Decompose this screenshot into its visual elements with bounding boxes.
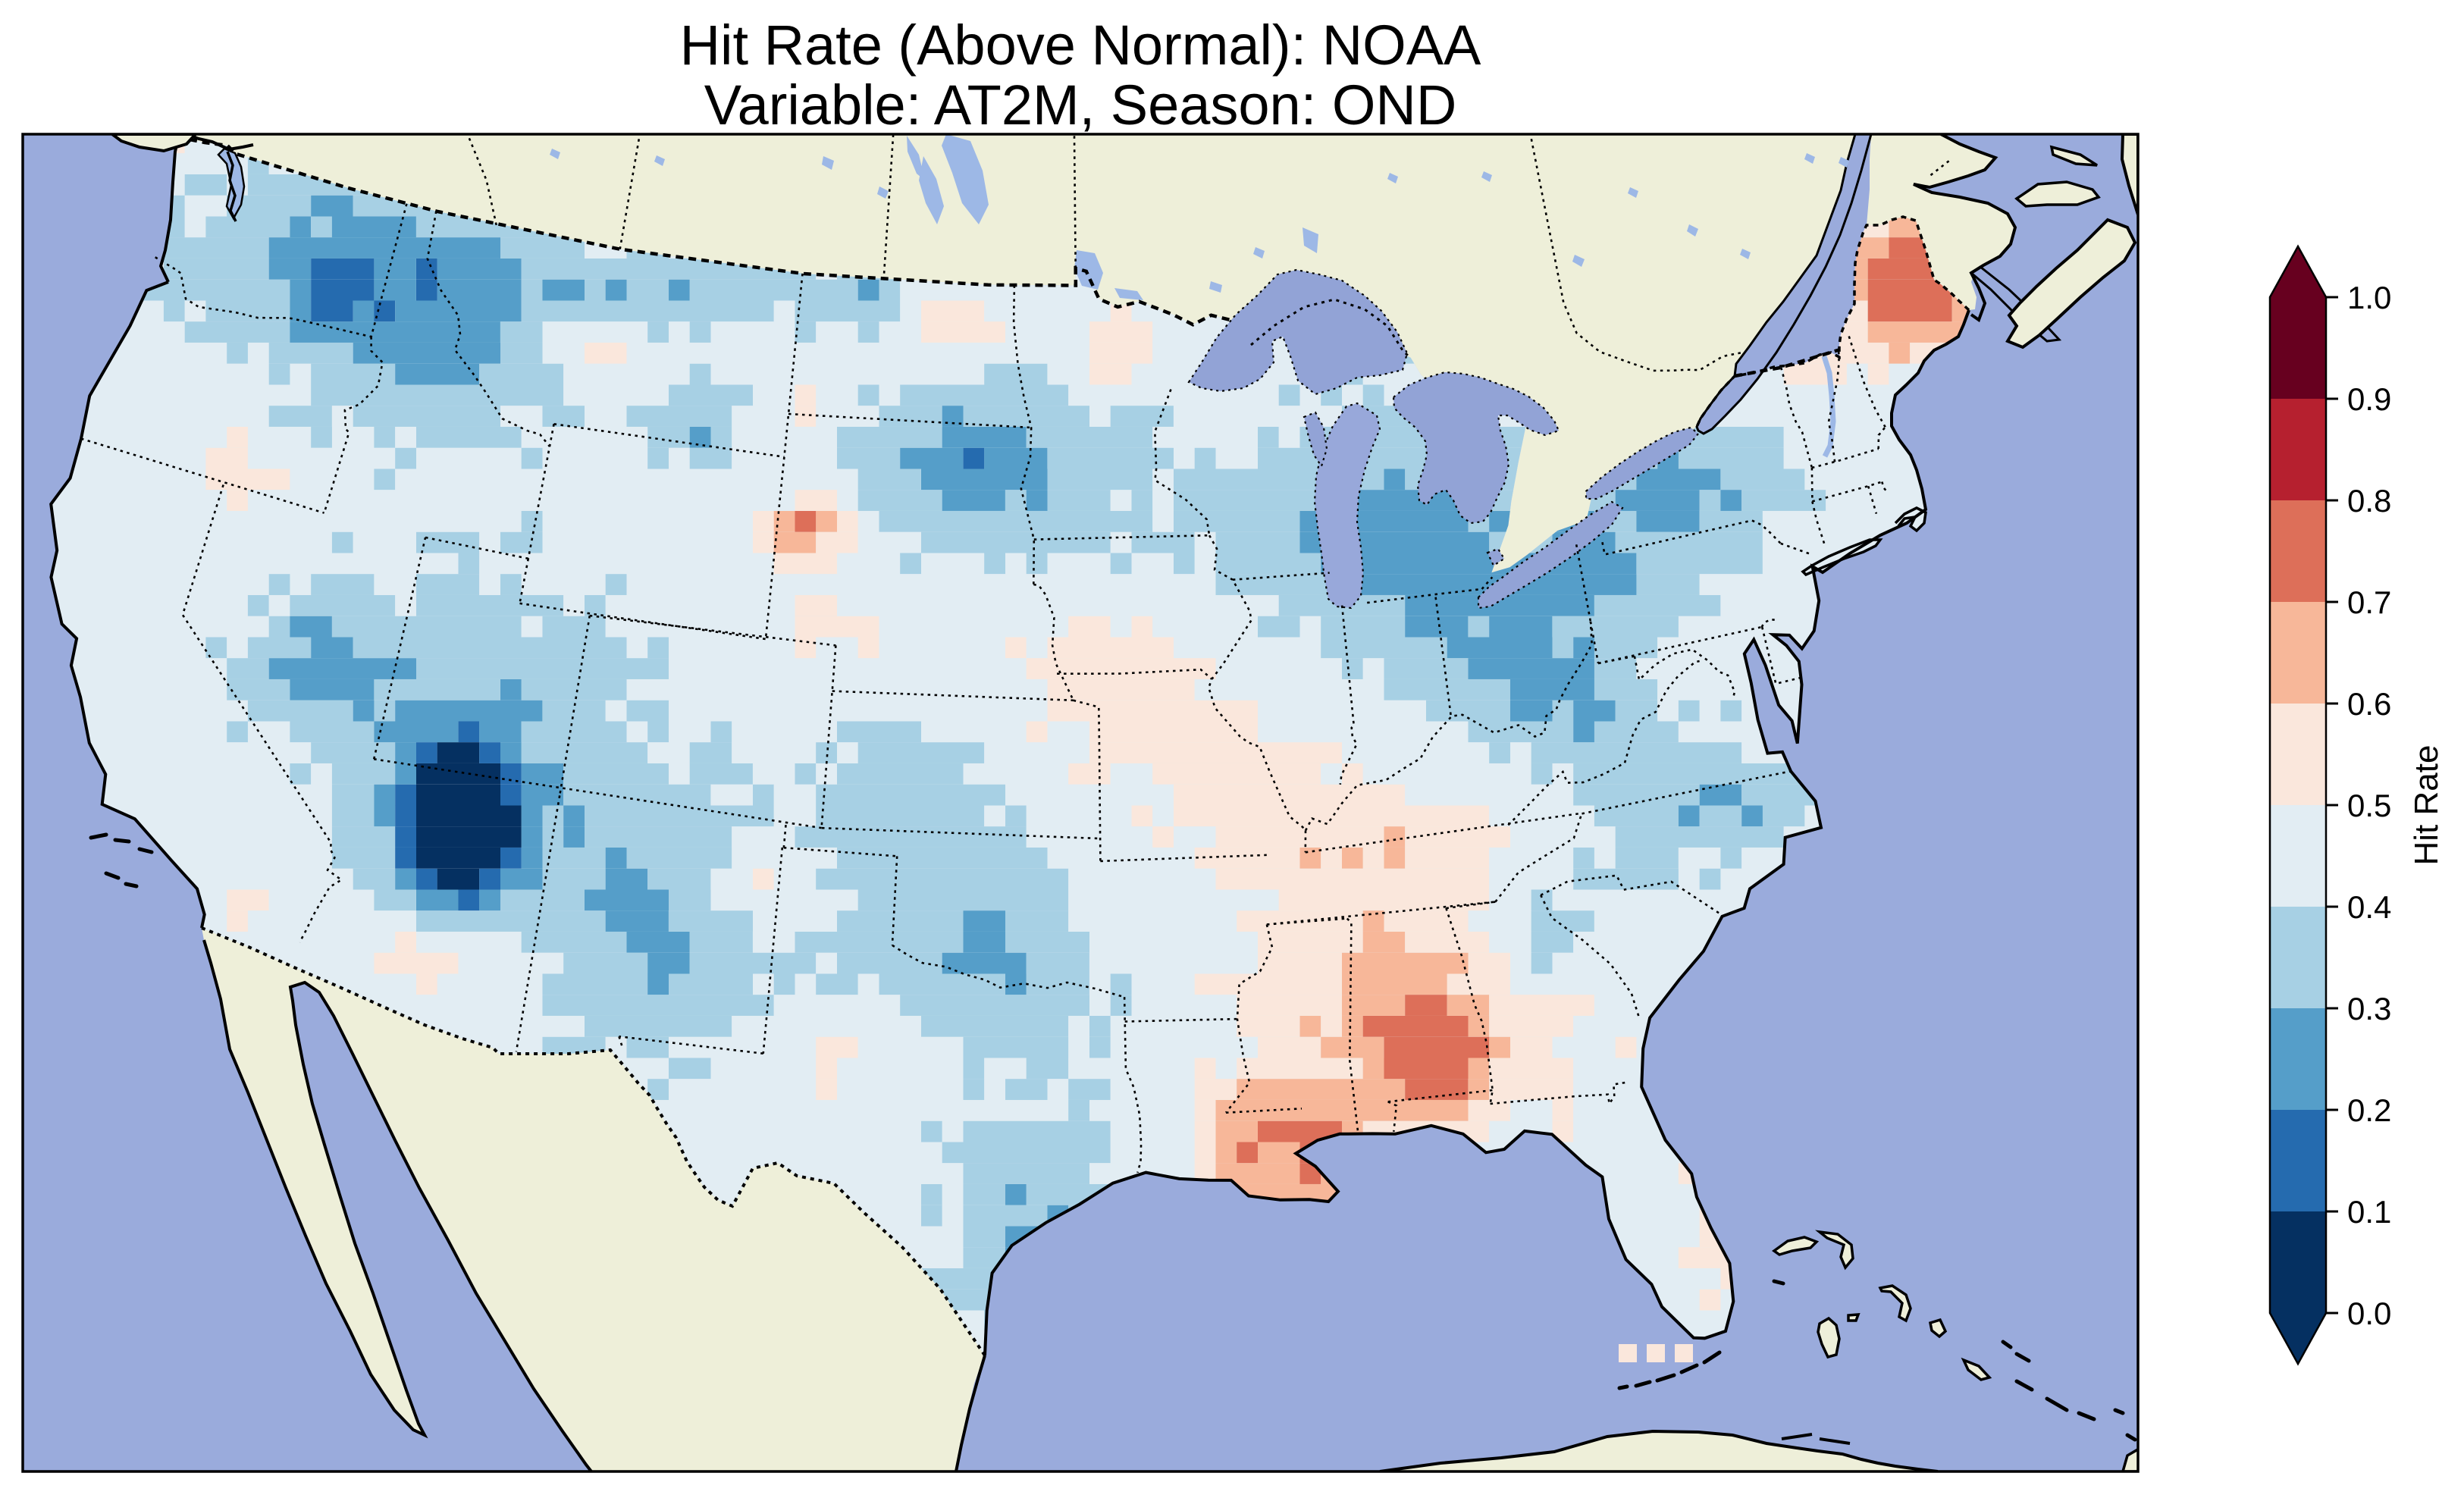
svg-text:Variable: AT2M, Season: OND: Variable: AT2M, Season: OND [704, 74, 1457, 136]
svg-text:0.5: 0.5 [2347, 788, 2391, 823]
svg-text:0.6: 0.6 [2347, 686, 2391, 722]
svg-text:1.0: 1.0 [2347, 280, 2391, 315]
svg-text:Hit Rate (Above Normal): NOAA: Hit Rate (Above Normal): NOAA [680, 14, 1481, 77]
svg-text:0.9: 0.9 [2347, 381, 2391, 417]
svg-text:0.3: 0.3 [2347, 991, 2391, 1026]
svg-text:0.0: 0.0 [2347, 1296, 2391, 1331]
svg-text:0.7: 0.7 [2347, 584, 2391, 620]
svg-text:0.8: 0.8 [2347, 483, 2391, 519]
svg-text:0.4: 0.4 [2347, 889, 2391, 925]
svg-text:0.2: 0.2 [2347, 1092, 2391, 1128]
svg-text:0.1: 0.1 [2347, 1194, 2391, 1230]
svg-text:Hit Rate: Hit Rate [2408, 745, 2445, 866]
